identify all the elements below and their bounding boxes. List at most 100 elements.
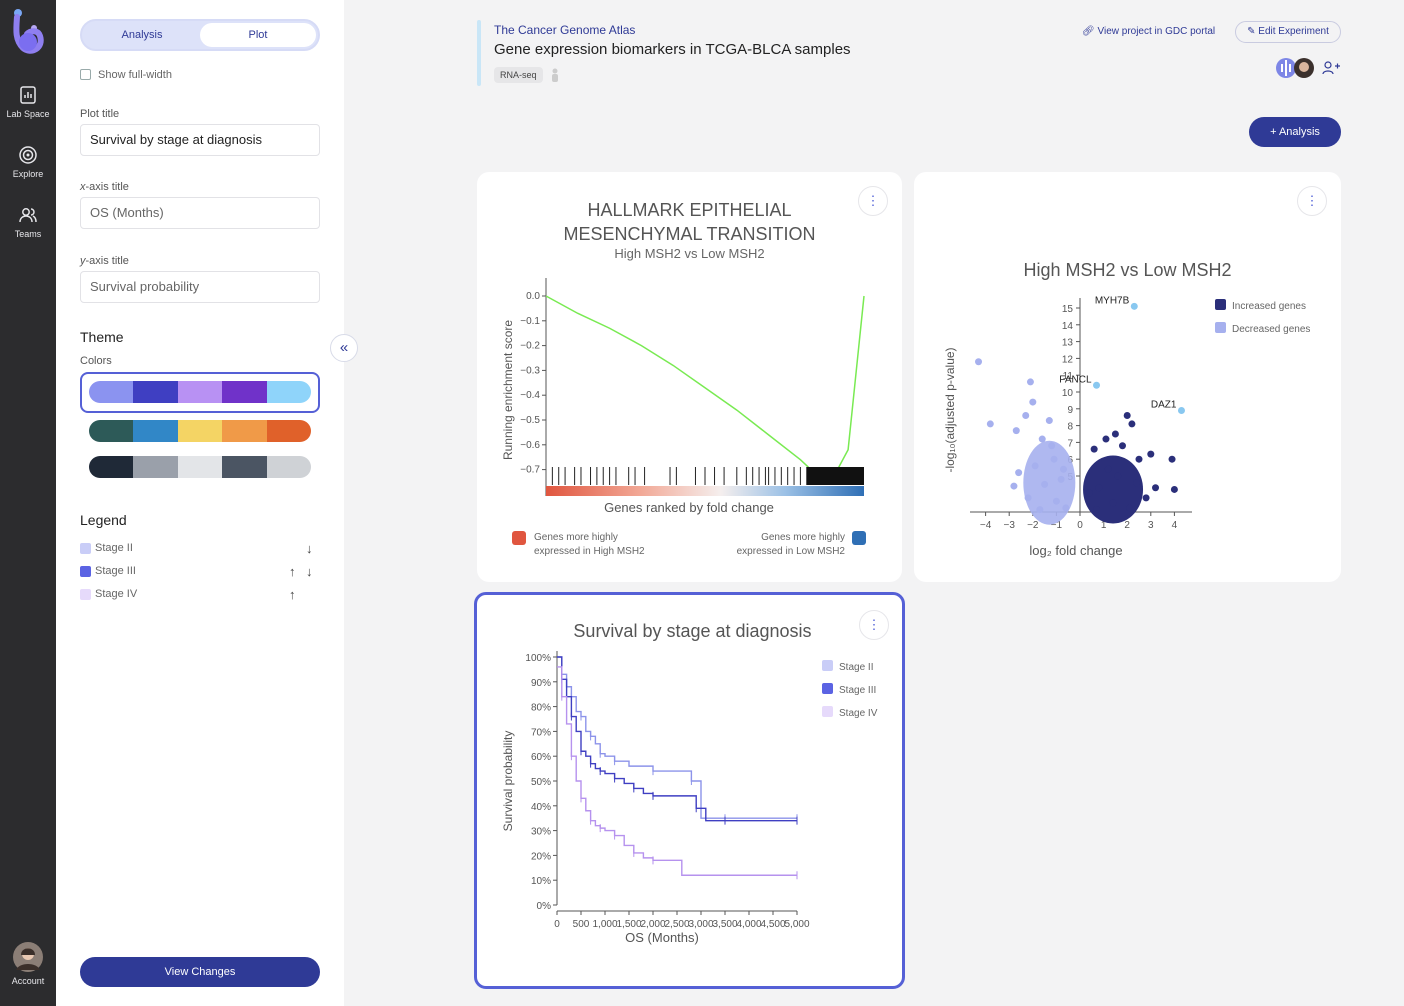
color-palette-option[interactable] xyxy=(89,420,311,442)
decreased-gene-point xyxy=(1036,506,1044,514)
decreased-gene-point xyxy=(1022,412,1030,420)
y-axis-label: -log₁₀(adjusted p-value) xyxy=(943,347,957,472)
x-tick-label: 1,500 xyxy=(616,919,641,930)
nav-explore[interactable]: Explore xyxy=(0,145,56,179)
move-down-icon[interactable]: ↓ xyxy=(306,564,313,579)
card-menu-button[interactable]: ⋮ xyxy=(858,186,888,216)
x-tick-label: 2,500 xyxy=(664,919,689,930)
add-person-icon[interactable] xyxy=(1322,61,1340,75)
y-axis-label: Survival probability xyxy=(501,731,515,832)
color-palette-option[interactable] xyxy=(89,456,311,478)
person-icon xyxy=(552,68,558,82)
high-msh2-swatch xyxy=(512,531,526,545)
legend-item-label: Stage IV xyxy=(95,588,138,600)
gdc-portal-link[interactable]: 🔗︎ View project in GDC portal xyxy=(1082,26,1215,37)
y-axis-label-text: -axis title xyxy=(85,255,129,267)
legend-swatch xyxy=(1215,299,1226,310)
survival-curve xyxy=(557,656,797,822)
nav-teams[interactable]: Teams xyxy=(0,205,56,239)
kebab-icon: ⋮ xyxy=(866,193,880,208)
add-analysis-button[interactable]: + Analysis xyxy=(1249,117,1341,147)
y-tick-label: 10 xyxy=(1062,388,1074,399)
y-tick-label: −0.3 xyxy=(520,365,540,376)
y-tick-label: 0% xyxy=(537,901,552,912)
legend-swatch[interactable] xyxy=(80,566,91,577)
palette-swatch xyxy=(133,420,178,442)
card-menu-button[interactable]: ⋮ xyxy=(1297,186,1327,216)
y-tick-label: 14 xyxy=(1062,321,1074,332)
decreased-gene-point xyxy=(1050,455,1058,463)
survival-curve xyxy=(557,656,797,819)
palette-swatch xyxy=(177,456,223,478)
increased-gene-point xyxy=(1123,412,1131,420)
x-tick-label: 1,000 xyxy=(592,919,617,930)
increased-gene-point xyxy=(1126,504,1134,512)
edit-experiment-button[interactable]: ✎ Edit Experiment xyxy=(1235,21,1341,43)
legend-item-stage-iii: Stage III ↑ ↓ xyxy=(80,564,320,580)
project-name[interactable]: The Cancer Genome Atlas xyxy=(494,23,636,37)
decreased-gene-point xyxy=(1031,462,1039,470)
card-menu-button[interactable]: ⋮ xyxy=(859,610,889,640)
link-icon: 🔗︎ xyxy=(1082,26,1098,37)
tab-plot[interactable]: Plot xyxy=(200,23,316,47)
increased-gene-point xyxy=(1109,499,1117,507)
collaborators[interactable] xyxy=(1275,56,1345,80)
increased-gene-point xyxy=(1085,489,1093,497)
y-tick-label: 50% xyxy=(531,777,551,788)
decreased-gene-point xyxy=(1024,494,1032,502)
nav-account[interactable]: Account xyxy=(0,942,56,986)
kebab-icon: ⋮ xyxy=(1305,193,1319,208)
show-full-width-checkbox[interactable] xyxy=(80,69,91,80)
increased-gene-point xyxy=(1118,442,1126,450)
volcano-chart: 15141312111098765−4−3−2−101234MYH7BFANCL… xyxy=(943,295,1310,558)
x-tick-label: −4 xyxy=(980,520,992,531)
legend-swatch[interactable] xyxy=(80,543,91,554)
increased-gene-point xyxy=(1168,455,1176,463)
y-tick-label: 9 xyxy=(1067,405,1073,416)
plot-title-input[interactable]: Survival by stage at diagnosis xyxy=(80,124,320,156)
legend-item-stage-ii: Stage II ↓ xyxy=(80,541,320,557)
y-tick-label: 7 xyxy=(1067,438,1073,449)
palette-swatch xyxy=(89,420,134,442)
palette-swatch xyxy=(266,456,311,478)
legend-swatch[interactable] xyxy=(80,589,91,600)
move-up-icon[interactable]: ↑ xyxy=(289,587,296,602)
app-logo-icon[interactable] xyxy=(10,6,46,56)
account-avatar-icon xyxy=(13,942,43,972)
x-tick-label: 4,500 xyxy=(760,919,785,930)
x-tick-label: 2 xyxy=(1124,520,1130,531)
move-down-icon[interactable]: ↓ xyxy=(306,541,313,556)
high-msh2-legend-line1: Genes more highly xyxy=(534,532,618,543)
y-tick-label: 0.0 xyxy=(526,291,540,302)
theme-heading: Theme xyxy=(80,329,124,345)
survival-plot-card[interactable]: ⋮ Survival by stage at diagnosis 100% 90%… xyxy=(474,592,905,989)
legend-swatch xyxy=(822,683,833,694)
plot-settings-panel: Analysis Plot Show full-width Plot title… xyxy=(56,0,344,1006)
x-axis-title-input[interactable]: OS (Months) xyxy=(80,197,320,229)
low-msh2-swatch xyxy=(852,531,866,545)
x-tick-label: 2,000 xyxy=(640,919,665,930)
y-tick-label: 60% xyxy=(531,752,551,763)
collapse-panel-button[interactable]: « xyxy=(330,334,358,362)
y-tick-label: 80% xyxy=(531,703,551,714)
nav-lab-space[interactable]: Lab Space xyxy=(0,85,56,119)
palette-selected-frame xyxy=(80,372,320,413)
increased-genes-cluster xyxy=(1083,455,1144,524)
y-tick-label: 30% xyxy=(531,827,551,838)
low-msh2-legend-line1: Genes more highly xyxy=(761,532,845,543)
double-chevron-left-icon: « xyxy=(339,339,349,356)
y-tick-label: 8 xyxy=(1067,422,1073,433)
panel-tab-switch: Analysis Plot xyxy=(80,19,320,51)
y-axis-title-input[interactable]: Survival probability xyxy=(80,271,320,303)
kebab-icon: ⋮ xyxy=(867,617,881,632)
decreased-gene-point xyxy=(1059,465,1067,473)
color-palette-option[interactable] xyxy=(89,381,311,403)
move-up-icon[interactable]: ↑ xyxy=(289,564,296,579)
decreased-gene-point xyxy=(1026,378,1034,386)
tab-analysis[interactable]: Analysis xyxy=(121,29,163,41)
y-tick-label: −0.7 xyxy=(520,465,540,476)
legend-item-label: Stage II xyxy=(95,542,133,554)
view-changes-button[interactable]: View Changes xyxy=(80,957,320,987)
high-msh2-legend-line2: expressed in High MSH2 xyxy=(534,546,645,557)
gsea-title-line2: MESENCHYMAL TRANSITION xyxy=(563,224,816,244)
